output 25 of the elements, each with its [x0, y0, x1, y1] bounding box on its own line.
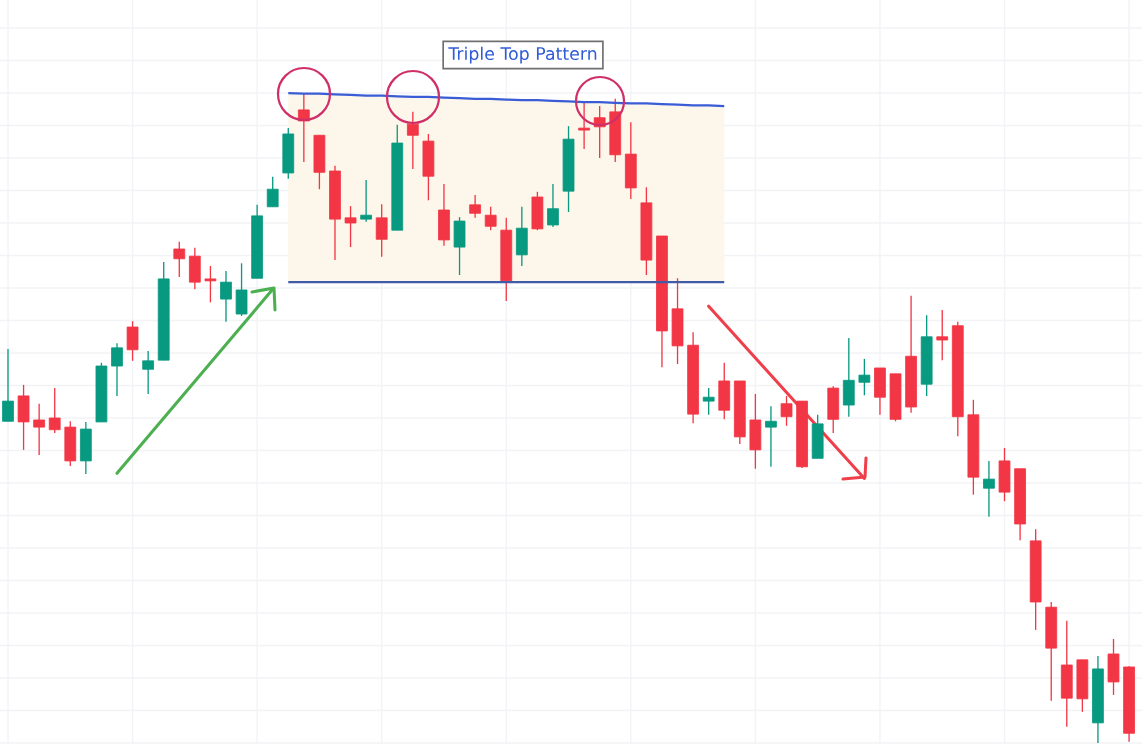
candlestick [469, 194, 481, 219]
candlestick [765, 405, 777, 468]
candlestick [220, 270, 232, 323]
candlestick [2, 348, 14, 422]
candlestick [936, 309, 949, 361]
candlestick [33, 403, 46, 456]
candlestick [111, 342, 123, 397]
candlestick [578, 102, 590, 150]
candlestick [360, 179, 372, 223]
candlestick [126, 320, 139, 362]
candlestick [375, 203, 388, 258]
candlestick [547, 183, 559, 228]
candlestick [858, 358, 871, 396]
candlestick [142, 350, 155, 395]
candlestick [344, 205, 357, 248]
chart-title: Triple Top Pattern [448, 46, 597, 64]
candlestick [983, 460, 995, 518]
candlestick [702, 387, 715, 416]
candlestick [204, 265, 217, 303]
candlestick [173, 241, 186, 278]
candlestick [48, 387, 61, 434]
candlestick [780, 395, 793, 427]
candlestick [406, 111, 419, 170]
candlestick [484, 206, 497, 231]
candlestick [266, 176, 279, 208]
